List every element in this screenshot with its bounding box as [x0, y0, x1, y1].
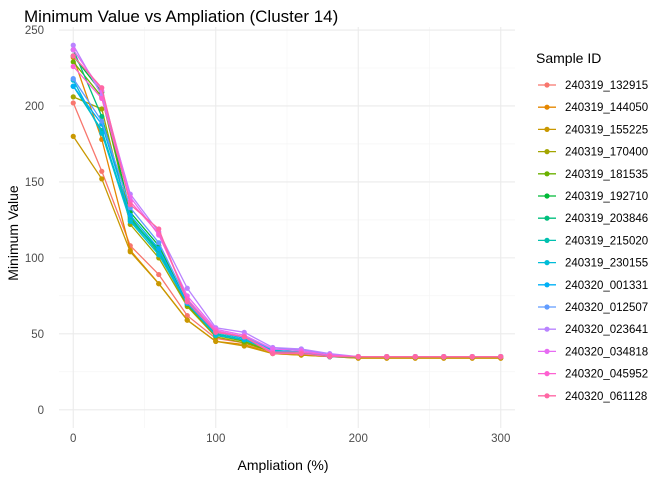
legend-key-point: [544, 193, 550, 199]
legend-label: 240319_155225: [565, 124, 648, 136]
data-point: [127, 212, 133, 218]
data-point: [156, 271, 162, 278]
data-point: [99, 176, 105, 182]
data-point: [70, 83, 76, 89]
legend-label: 240319_203846: [565, 213, 648, 225]
legend-key-point: [544, 371, 550, 377]
legend: Sample ID 240319_132915 240319_144050 2403…: [536, 50, 648, 403]
y-axis-title: Minimum Value: [5, 185, 21, 281]
data-point: [127, 202, 133, 208]
data-point: [70, 53, 76, 59]
legend-label: 240320_061128: [565, 391, 647, 403]
legend-key-point: [544, 215, 550, 221]
data-point: [70, 47, 76, 53]
data-point: [156, 252, 162, 258]
data-point: [241, 334, 247, 340]
data-point: [327, 354, 333, 360]
data-point: [99, 85, 105, 91]
data-point: [298, 350, 304, 357]
y-tick-label: 200: [25, 101, 44, 113]
y-tick-label: 100: [25, 253, 44, 265]
legend-key-point: [544, 82, 550, 88]
data-point: [355, 354, 361, 360]
data-point: [213, 329, 219, 335]
y-tick-label: 150: [25, 177, 44, 189]
series-line: [72, 55, 501, 358]
legend-label: 240319_192710: [565, 191, 648, 203]
data-point: [384, 354, 390, 360]
y-tick-label: 50: [31, 329, 44, 341]
legend-key-point: [544, 149, 550, 155]
data-point: [70, 63, 76, 70]
legend-key-point: [544, 260, 550, 266]
x-axis-title: Ampliation (%): [237, 457, 328, 473]
legend-key-point: [544, 348, 550, 354]
legend-label: 240320_034818: [565, 346, 648, 358]
legend-key-point: [544, 171, 550, 177]
legend-key-point: [544, 282, 550, 288]
x-tick-label: 100: [206, 433, 225, 445]
data-point: [441, 354, 447, 360]
x-tick-label: 300: [491, 433, 510, 445]
data-point: [70, 42, 76, 48]
data-point: [99, 130, 105, 136]
data-point: [99, 95, 105, 101]
data-point: [70, 133, 76, 139]
series-line: [72, 136, 501, 359]
legend-key-point: [544, 237, 550, 243]
legend-key-point: [544, 326, 550, 332]
legend-title: Sample ID: [536, 50, 601, 66]
legend-label: 240319_230155: [565, 258, 648, 270]
data-point: [213, 338, 219, 345]
legend-key-point: [544, 104, 550, 110]
legend-key-point: [544, 393, 550, 399]
legend-label: 240320_001331: [565, 280, 648, 292]
legend-key-point: [544, 126, 550, 132]
data-point: [99, 168, 105, 174]
legend-label: 240319_215020: [565, 235, 648, 247]
data-point: [127, 249, 133, 255]
legend-label: 240320_045952: [565, 369, 648, 381]
data-point: [412, 354, 418, 360]
data-point: [184, 285, 190, 291]
data-point: [99, 114, 105, 120]
y-tick-label: 0: [38, 405, 44, 417]
data-point: [70, 76, 76, 82]
data-point: [156, 226, 162, 232]
data-point: [498, 354, 504, 360]
legend-label: 240320_012507: [565, 302, 648, 314]
data-point: [184, 317, 190, 323]
data-point: [184, 299, 190, 305]
data-point: [156, 246, 162, 252]
data-point: [70, 59, 76, 65]
legend-label: 240319_132915: [565, 80, 648, 92]
legend-label: 240319_144050: [565, 102, 648, 114]
data-point: [127, 218, 133, 225]
data-point: [99, 106, 105, 112]
legend-label: 240320_023641: [565, 324, 648, 336]
data-point: [70, 100, 76, 106]
legend-label: 240319_170400: [565, 147, 648, 159]
y-tick-label: 250: [25, 25, 44, 37]
data-point: [469, 354, 475, 360]
chart-title: Minimum Value vs Ampliation (Cluster 14): [24, 7, 338, 26]
x-tick-label: 0: [70, 433, 76, 445]
data-point: [99, 118, 105, 124]
data-point: [156, 240, 162, 246]
data-point: [270, 350, 276, 357]
data-point: [70, 94, 76, 100]
x-tick-label: 200: [349, 433, 368, 445]
legend-key-point: [544, 304, 550, 310]
data-point: [184, 312, 190, 319]
plot-area: 0 100 200 300 0 50 100 150 200 250: [25, 25, 515, 445]
data-point: [156, 281, 162, 287]
legend-label: 240319_181535: [565, 169, 648, 181]
